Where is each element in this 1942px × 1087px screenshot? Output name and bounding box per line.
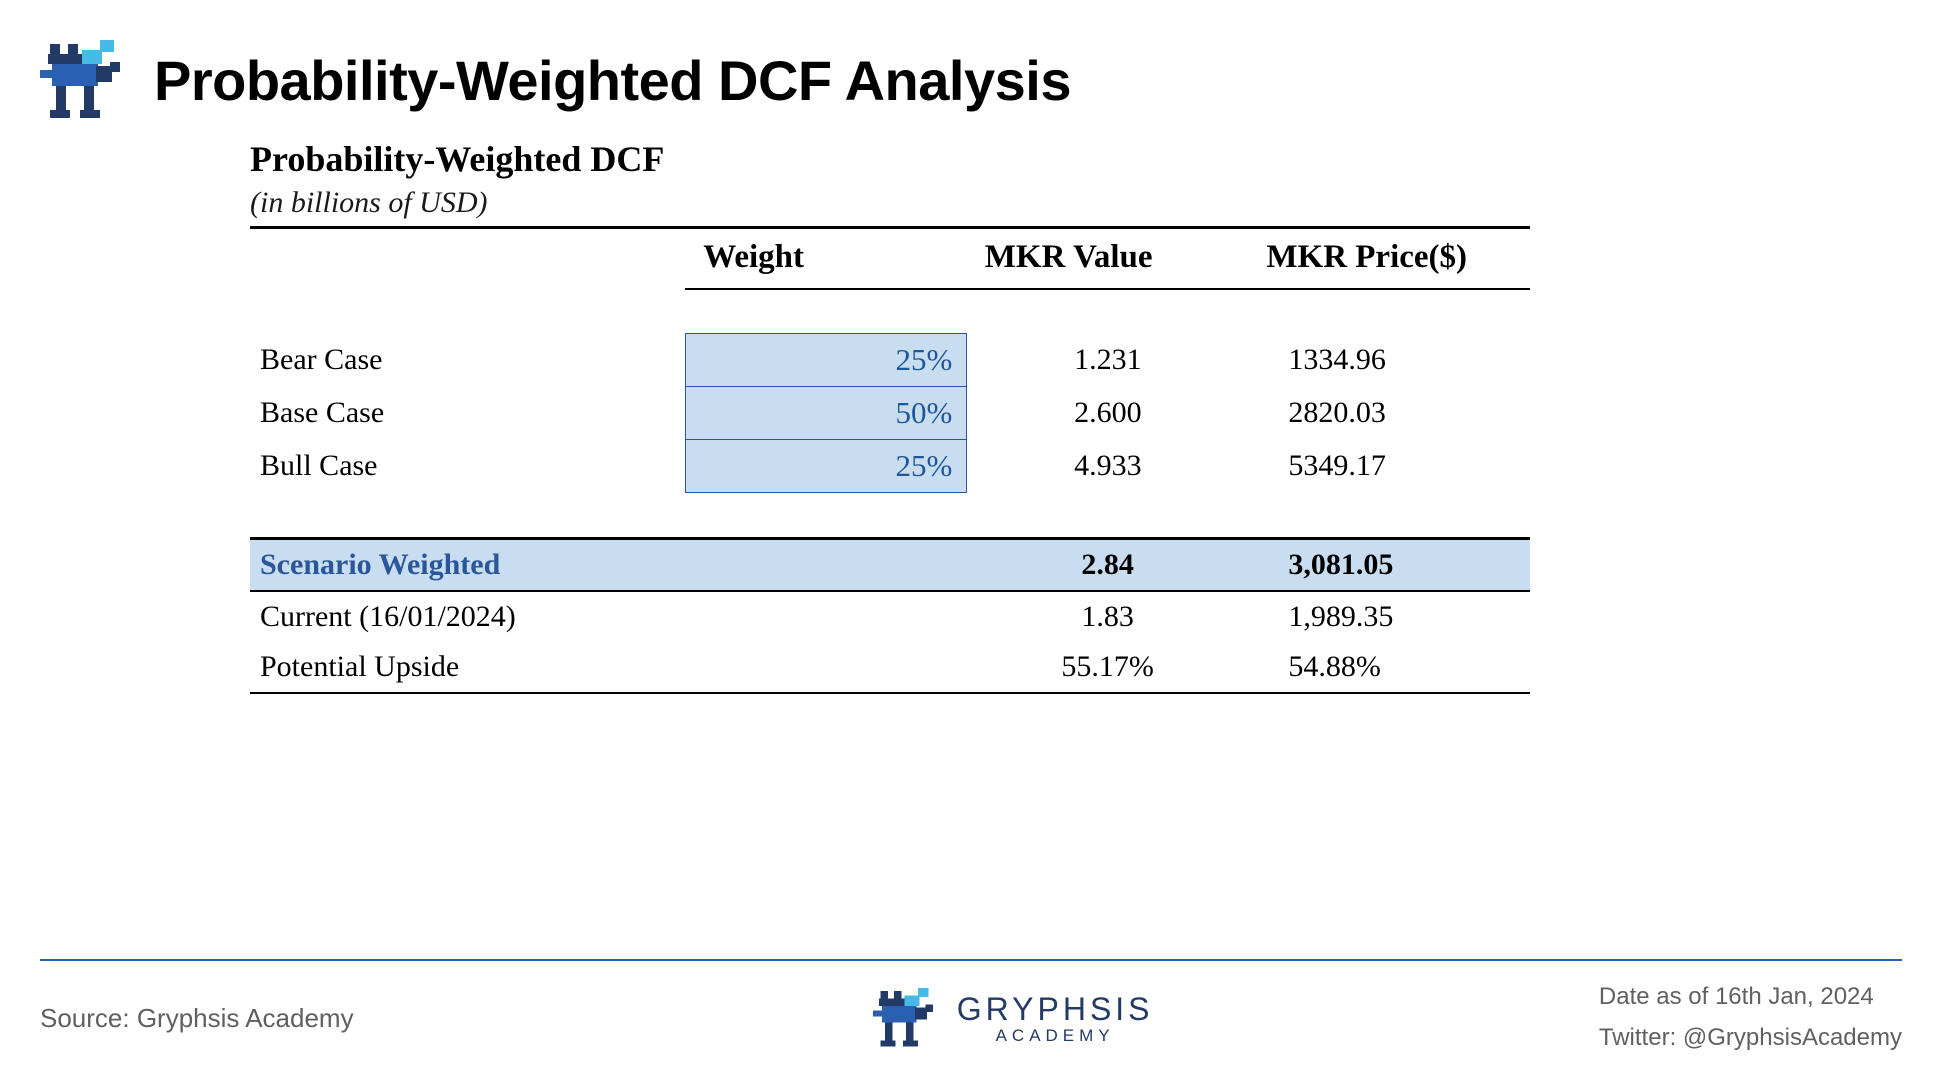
row-label: Potential Upside xyxy=(250,642,685,693)
col-header-label xyxy=(250,228,685,290)
table-row: Base Case 50% 2.600 2820.03 xyxy=(250,386,1530,439)
cell-price: 2820.03 xyxy=(1248,386,1530,439)
cell-value: 4.933 xyxy=(967,439,1249,492)
brand-main: GRYPHSIS xyxy=(957,991,1154,1028)
brand-griffin-icon xyxy=(873,988,941,1048)
spacer-row xyxy=(250,492,1530,538)
col-header-value: MKR Value xyxy=(967,228,1249,290)
footer-source: Source: Gryphsis Academy xyxy=(40,1003,354,1034)
spacer-row xyxy=(250,289,1530,333)
cell-value: 1.83 xyxy=(967,591,1249,642)
col-header-weight: Weight xyxy=(685,228,967,290)
footer-date: Date as of 16th Jan, 2024 xyxy=(1599,977,1902,1018)
cell-value: 2.84 xyxy=(967,538,1249,591)
cell-weight: 25% xyxy=(685,439,967,492)
cell-value: 1.231 xyxy=(967,333,1249,386)
row-label: Base Case xyxy=(250,386,685,439)
content-area: Probability-Weighted DCF (in billions of… xyxy=(250,138,1530,694)
page-title: Probability-Weighted DCF Analysis xyxy=(154,48,1071,113)
cell-price: 1,989.35 xyxy=(1248,591,1530,642)
cell-price: 3,081.05 xyxy=(1248,538,1530,591)
footer-brand: GRYPHSIS ACADEMY xyxy=(873,988,1154,1048)
table-title: Probability-Weighted DCF xyxy=(250,138,1530,180)
row-label: Scenario Weighted xyxy=(250,538,685,591)
dcf-table: Weight MKR Value MKR Price($) Bear Case … xyxy=(250,226,1530,694)
footer-rule xyxy=(40,959,1902,961)
brand-text: GRYPHSIS ACADEMY xyxy=(957,991,1154,1046)
table-row: Bear Case 25% 1.231 1334.96 xyxy=(250,333,1530,386)
cell-weight-empty xyxy=(685,538,967,591)
current-row: Current (16/01/2024) 1.83 1,989.35 xyxy=(250,591,1530,642)
brand-griffin-icon xyxy=(40,40,130,120)
cell-weight: 25% xyxy=(685,333,967,386)
table-unit-note: (in billions of USD) xyxy=(250,186,1530,220)
cell-weight-empty xyxy=(685,591,967,642)
table-row: Bull Case 25% 4.933 5349.17 xyxy=(250,439,1530,492)
row-label: Bear Case xyxy=(250,333,685,386)
cell-price: 54.88% xyxy=(1248,642,1530,693)
col-header-price: MKR Price($) xyxy=(1248,228,1530,290)
brand-sub: ACADEMY xyxy=(996,1026,1115,1046)
cell-value: 55.17% xyxy=(967,642,1249,693)
cell-weight-empty xyxy=(685,642,967,693)
footer-meta: Date as of 16th Jan, 2024 Twitter: @Gryp… xyxy=(1599,977,1902,1059)
footer-twitter: Twitter: @GryphsisAcademy xyxy=(1599,1018,1902,1059)
row-label: Bull Case xyxy=(250,439,685,492)
header: Probability-Weighted DCF Analysis xyxy=(40,40,1902,120)
footer: Source: Gryphsis Academy xyxy=(40,971,1902,1065)
row-label: Current (16/01/2024) xyxy=(250,591,685,642)
cell-price: 5349.17 xyxy=(1248,439,1530,492)
slide: Probability-Weighted DCF Analysis Probab… xyxy=(0,0,1942,1087)
upside-row: Potential Upside 55.17% 54.88% xyxy=(250,642,1530,693)
cell-value: 2.600 xyxy=(967,386,1249,439)
cell-weight: 50% xyxy=(685,386,967,439)
cell-price: 1334.96 xyxy=(1248,333,1530,386)
table-header-row: Weight MKR Value MKR Price($) xyxy=(250,228,1530,290)
weighted-row: Scenario Weighted 2.84 3,081.05 xyxy=(250,538,1530,591)
